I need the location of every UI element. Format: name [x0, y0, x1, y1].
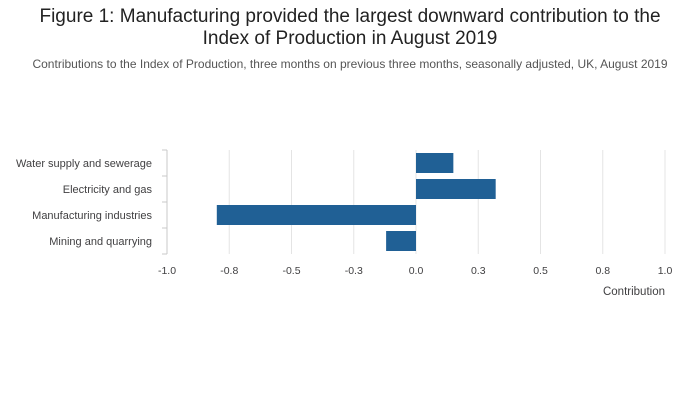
x-axis: -1.0 -0.8 -0.5 -0.3 0.0 0.3 0.5 0.8 1.0 — [158, 265, 672, 277]
bar — [416, 153, 454, 173]
category-label: Water supply and sewerage — [16, 158, 152, 170]
bars — [216, 153, 496, 251]
chart-subtitle: Contributions to the Index of Production… — [32, 57, 668, 71]
category-labels: Water supply and sewerage Electricity and… — [16, 158, 152, 248]
x-tick-label: -0.5 — [282, 265, 300, 277]
x-tick-label: 0.0 — [409, 265, 424, 277]
x-tick-label: -0.8 — [220, 265, 238, 277]
x-axis-title: Contribution — [603, 286, 665, 298]
chart-title: Figure 1: Manufacturing provided the lar… — [39, 6, 661, 49]
x-tick-label: 0.3 — [471, 265, 486, 277]
x-tick-label: 0.5 — [533, 265, 548, 277]
x-tick-label: -0.3 — [345, 265, 363, 277]
category-label: Mining and quarrying — [49, 236, 152, 248]
bar — [416, 179, 496, 199]
bar — [216, 205, 416, 225]
category-axis — [162, 149, 168, 255]
bar — [386, 231, 416, 251]
x-tick-label: 1.0 — [658, 265, 673, 277]
category-label: Electricity and gas — [63, 184, 153, 196]
x-tick-label: -1.0 — [158, 265, 176, 277]
x-tick-label: 0.8 — [595, 265, 610, 277]
category-label: Manufacturing industries — [32, 210, 152, 222]
